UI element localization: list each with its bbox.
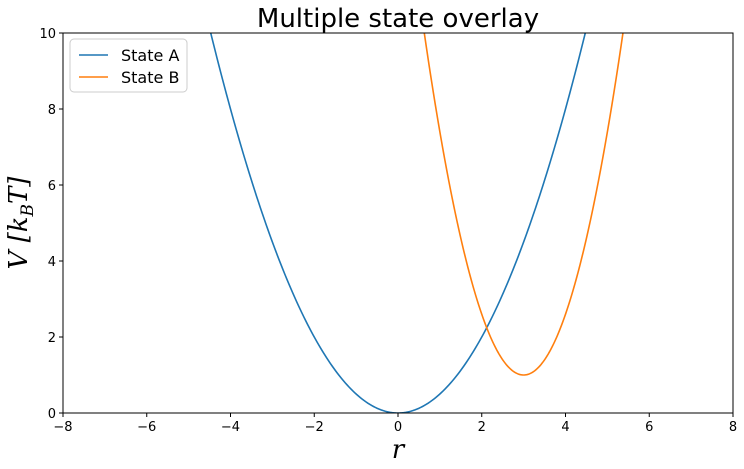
y-axis-label-end: T] xyxy=(4,176,34,204)
x-tick-label: −2 xyxy=(305,420,324,435)
chart-title: Multiple state overlay xyxy=(257,4,539,34)
y-ticks: 0 2 4 6 8 10 xyxy=(39,27,63,422)
y-tick-label: 0 xyxy=(48,407,56,422)
x-ticks: −8 −6 −4 −2 0 2 4 6 8 xyxy=(53,413,737,435)
x-tick-label: 4 xyxy=(561,420,569,435)
y-tick-label: 4 xyxy=(48,255,56,270)
x-tick-label: 8 xyxy=(729,420,737,435)
legend-label-state-b: State B xyxy=(121,68,179,87)
series-line-state-a xyxy=(209,33,587,413)
series-layer xyxy=(209,33,624,413)
legend: State A State B xyxy=(69,38,188,93)
x-tick-label: −4 xyxy=(221,420,240,435)
legend-label-state-a: State A xyxy=(121,46,179,65)
x-axis-label: r xyxy=(392,435,406,465)
y-axis-label-subscript: B xyxy=(18,204,38,218)
series-line-state-b xyxy=(423,33,624,376)
legend-box xyxy=(69,38,188,93)
y-axis-label-main: V [k xyxy=(4,217,34,270)
x-tick-label: 0 xyxy=(394,420,402,435)
x-tick-label: 6 xyxy=(645,420,653,435)
y-tick-label: 8 xyxy=(48,103,56,118)
y-tick-label: 2 xyxy=(48,331,56,346)
x-tick-label: −8 xyxy=(53,420,72,435)
x-tick-label: −6 xyxy=(137,420,156,435)
y-tick-label: 10 xyxy=(39,27,56,42)
x-tick-label: 2 xyxy=(478,420,486,435)
y-tick-label: 6 xyxy=(48,179,56,194)
y-axis-label: V [kBT] xyxy=(4,176,38,270)
